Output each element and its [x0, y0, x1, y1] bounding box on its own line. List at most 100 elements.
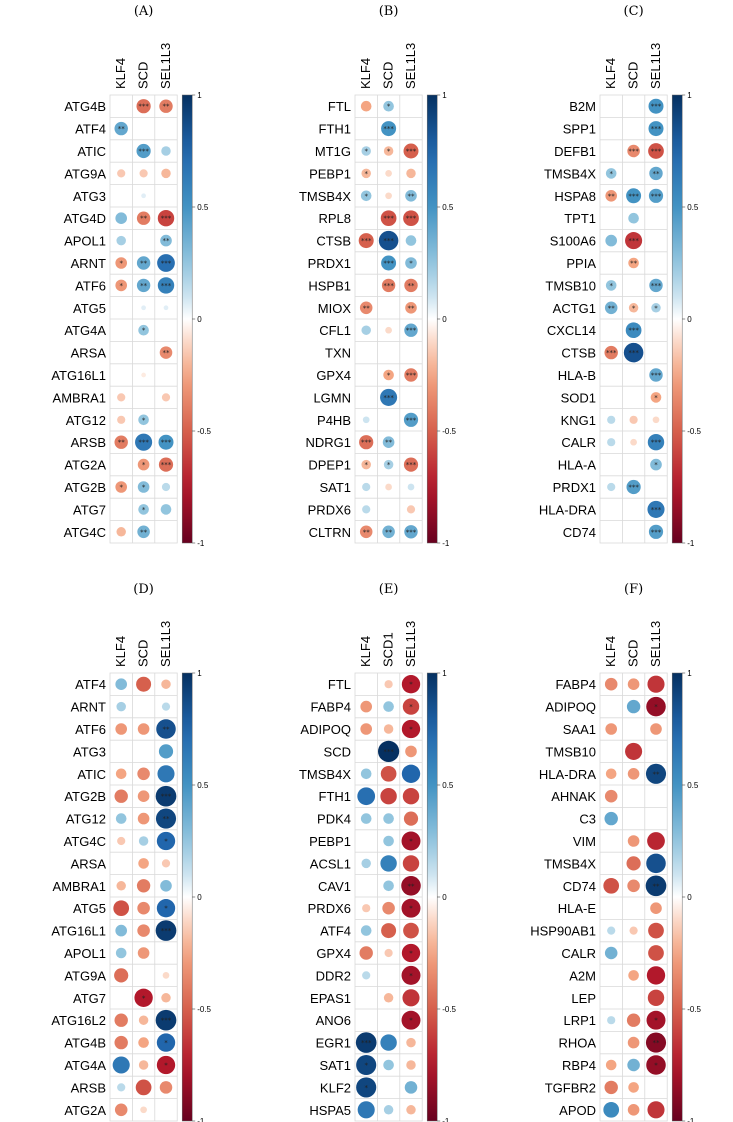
corr-dot — [628, 970, 639, 981]
colorbar-tick-label: 0.5 — [442, 781, 454, 790]
gene-label: HLA-E — [558, 901, 597, 916]
corr-dot — [404, 525, 418, 539]
corr-dot — [609, 127, 613, 131]
corr-dot — [157, 277, 175, 294]
corr-dot — [161, 702, 171, 711]
corr-dot — [646, 696, 666, 717]
gene-label: RPL8 — [318, 211, 351, 226]
significance-label: *** — [606, 349, 617, 357]
gene-label: TMSB4X — [544, 166, 596, 181]
significance-label: *** — [628, 192, 639, 200]
corr-dot — [161, 859, 171, 868]
corr-dot — [647, 500, 665, 518]
panel-f: (F) KLF4 SCD SEL1L3 FABP4 ADIPOQ * SAA1 TMSB10 HL… — [530, 582, 701, 1122]
significance-label: * — [142, 461, 146, 469]
significance-label: ** — [163, 726, 171, 734]
corr-dot — [119, 507, 123, 511]
corr-dot — [632, 283, 636, 287]
corr-dot — [137, 723, 150, 735]
corr-dot — [626, 188, 642, 204]
corr-dot — [136, 256, 151, 270]
corr-dot — [609, 705, 613, 709]
corr-dot — [402, 989, 420, 1007]
corr-dot — [383, 993, 394, 1003]
gene-label: PRDX6 — [308, 901, 351, 916]
corr-dot — [384, 948, 393, 958]
corr-dot — [119, 749, 123, 754]
corr-dot — [648, 188, 664, 203]
significance-label: *** — [161, 793, 172, 801]
gene-label: SOD1 — [561, 390, 596, 405]
colorbar-tick-label: 0 — [442, 893, 447, 902]
corr-dot — [364, 216, 368, 220]
corr-dot — [648, 945, 664, 961]
corr-dot — [387, 1085, 391, 1089]
corr-dot — [138, 836, 149, 846]
corr-dot — [164, 530, 168, 534]
corr-dot — [403, 210, 419, 227]
colorbar-tick-label: 0.5 — [197, 781, 209, 790]
corr-dot — [155, 808, 177, 829]
corr-dot — [625, 232, 643, 250]
corr-dot — [364, 1018, 368, 1022]
corr-dot — [138, 414, 149, 426]
corr-dot — [114, 1103, 128, 1117]
gene-label: ACTG1 — [553, 301, 596, 316]
gene-label: ATIC — [77, 144, 106, 159]
significance-label: *** — [651, 148, 662, 156]
gene-label: ARSA — [71, 856, 107, 871]
corr-dot — [361, 858, 371, 869]
corr-dot — [626, 699, 641, 714]
corr-dot — [361, 168, 371, 179]
significance-label: ** — [140, 260, 148, 268]
significance-label: * — [142, 994, 146, 1002]
gene-label: A2M — [569, 968, 596, 983]
significance-label: ** — [163, 815, 171, 823]
significance-label: * — [164, 838, 168, 846]
significance-label: *** — [406, 528, 417, 536]
corr-dot — [362, 971, 371, 980]
gene-label: FTH1 — [319, 122, 352, 137]
corr-dot — [406, 1037, 416, 1048]
panel-label: (F) — [624, 582, 643, 597]
corr-dot — [380, 787, 397, 805]
significance-label: *** — [651, 103, 662, 111]
gene-label: HSPA8 — [554, 189, 596, 204]
corr-dot — [364, 839, 368, 843]
corr-dot — [164, 418, 168, 422]
corr-dot — [403, 143, 419, 159]
significance-label: *** — [161, 260, 172, 268]
corr-dot — [609, 463, 613, 467]
gene-label: ATG12 — [66, 812, 106, 827]
panel-label: (A) — [134, 4, 154, 19]
significance-label: * — [364, 1062, 368, 1070]
significance-label: ** — [608, 192, 616, 200]
significance-label: *** — [383, 394, 394, 402]
corr-dot — [362, 505, 371, 514]
significance-label: * — [654, 1062, 658, 1070]
gene-label: GPX4 — [316, 368, 351, 383]
significance-label: *** — [138, 439, 149, 447]
gene-label: HSPB1 — [308, 278, 351, 293]
significance-label: *** — [161, 1017, 172, 1025]
corr-dot — [607, 482, 616, 492]
significance-label: *** — [161, 439, 172, 447]
column-label: SEL1L3 — [158, 621, 173, 667]
corr-dot — [158, 434, 174, 450]
corr-dot — [112, 1056, 130, 1074]
gene-label: EGR1 — [316, 1036, 351, 1051]
corr-dot — [385, 483, 392, 491]
corr-dot — [364, 373, 368, 377]
significance-label: *** — [161, 927, 172, 935]
corr-dot — [115, 678, 128, 691]
colorbar-tick-label: 0.5 — [197, 203, 209, 212]
column-label: KLF4 — [358, 636, 373, 667]
corr-dot — [164, 951, 168, 955]
corr-dot — [115, 924, 128, 937]
corr-dot — [380, 855, 397, 872]
corr-dot — [114, 968, 129, 983]
corr-dot — [359, 301, 373, 315]
corr-dot — [383, 701, 394, 712]
corr-dot — [364, 884, 368, 888]
